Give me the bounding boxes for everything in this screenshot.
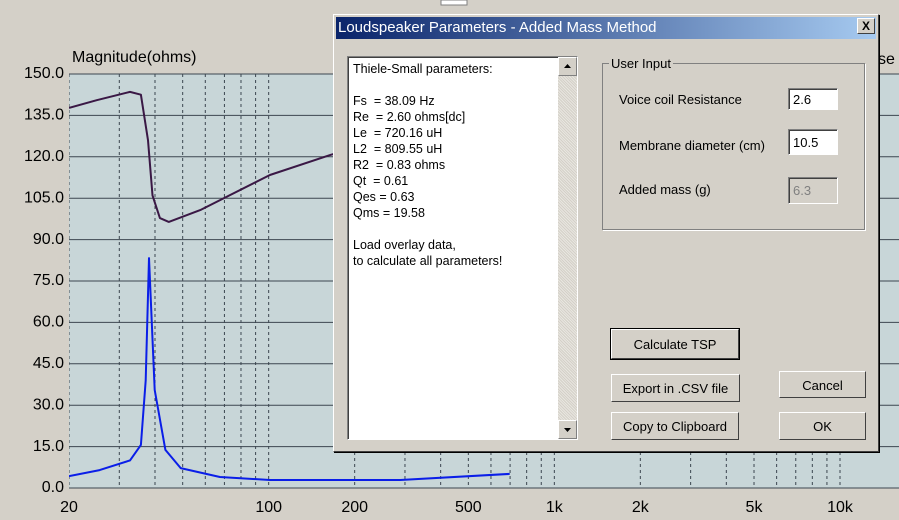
close-button[interactable]: X [857, 18, 875, 34]
x-tick-label: 5k [746, 499, 764, 516]
group-title: User Input [609, 56, 673, 71]
y-tick-label: 30.0 [33, 396, 64, 413]
field-label: Added mass (g) [619, 182, 711, 197]
dialog-title: Loudspeaker Parameters - Added Mass Meth… [336, 17, 876, 39]
x-tick-label: 1k [546, 499, 564, 516]
y-tick-label: 45.0 [33, 355, 64, 372]
text-line: Qms = 19.58 [353, 206, 425, 220]
cancel-button[interactable]: Cancel [779, 371, 866, 398]
text-line: Fs = 38.09 Hz [353, 94, 435, 108]
dialog: Loudspeaker Parameters - Added Mass Meth… [333, 14, 879, 452]
text-content: Thiele-Small parameters: Fs = 38.09 Hz Re … [353, 61, 502, 269]
x-tick-label: 20 [60, 499, 78, 516]
series-line [69, 257, 510, 481]
x-tick-label: 200 [341, 499, 368, 516]
y-tick-label: 105.0 [24, 189, 64, 206]
x-tick-label: 100 [255, 499, 282, 516]
scroll-up[interactable] [558, 57, 577, 76]
text-line: Qes = 0.63 [353, 190, 415, 204]
text-line: Qt = 0.61 [353, 174, 409, 188]
text-line: Le = 720.16 uH [353, 126, 443, 140]
text-line: L2 = 809.55 uH [353, 142, 443, 156]
results-text[interactable]: Thiele-Small parameters: Fs = 38.09 Hz Re … [347, 56, 578, 440]
copy-button[interactable]: Copy to Clipboard [611, 412, 739, 440]
scrollbar[interactable] [558, 57, 577, 439]
y-tick-label: 15.0 [33, 438, 64, 455]
field-input[interactable]: 2.6 [788, 88, 838, 110]
y-tick-label: 60.0 [33, 314, 64, 331]
tab [440, 0, 468, 6]
series-line [69, 90, 339, 223]
y2-axis-label: se [878, 51, 895, 68]
y-axis-label: Magnitude(ohms) [72, 49, 197, 66]
text-line: R2 = 0.83 ohms [353, 158, 446, 172]
text-line: Thiele-Small parameters: [353, 62, 493, 76]
text-line: Re = 2.60 ohms[dc] [353, 110, 466, 124]
field-label: Membrane diameter (cm) [619, 138, 765, 153]
field-input[interactable]: 10.5 [788, 129, 838, 155]
field-label: Voice coil Resistance (ohms) [619, 92, 742, 106]
x-tick-label: 2k [632, 499, 650, 516]
text-line: Load overlay data, [353, 238, 456, 252]
y-tick-label: 135.0 [24, 107, 64, 124]
y-tick-label: 120.0 [24, 148, 64, 165]
y-tick-label: 75.0 [33, 272, 64, 289]
user-input-group: User Input Voice coil Resistance (ohms) … [602, 56, 865, 230]
export-button[interactable]: Export in .CSV file [611, 374, 740, 402]
y-tick-label: 150.0 [24, 65, 64, 82]
ok-button[interactable]: OK [779, 412, 866, 440]
x-tick-label: 500 [455, 499, 482, 516]
text-line: to calculate all parameters! [353, 254, 503, 268]
y-tick-label: 0.0 [42, 479, 64, 496]
scroll-down[interactable] [558, 420, 577, 439]
calculate-button[interactable]: Calculate TSP [610, 328, 740, 360]
field-input: 6.3 [788, 177, 838, 204]
x-tick-label: 10k [827, 499, 854, 516]
y-tick-label: 90.0 [33, 231, 64, 248]
